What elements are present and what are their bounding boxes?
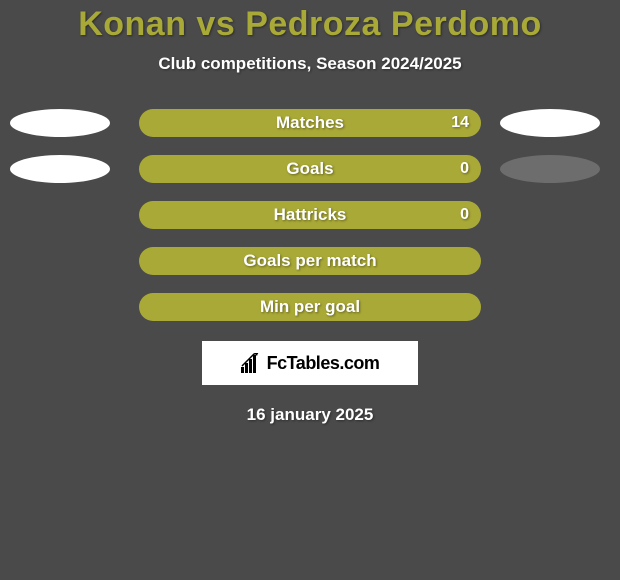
- stat-label: Hattricks: [139, 205, 481, 225]
- left-ellipse: [10, 109, 110, 137]
- stat-label: Goals per match: [139, 251, 481, 271]
- content-container: Konan vs Pedroza Perdomo Club competitio…: [0, 0, 620, 580]
- stat-bar: Min per goal: [139, 293, 481, 321]
- page-title: Konan vs Pedroza Perdomo: [0, 5, 620, 44]
- subtitle: Club competitions, Season 2024/2025: [0, 54, 620, 74]
- brand-text: FcTables.com: [267, 353, 380, 374]
- stat-bar: Hattricks 0: [139, 201, 481, 229]
- stat-row-min-per-goal: Min per goal: [0, 293, 620, 321]
- stat-row-hattricks: Hattricks 0: [0, 201, 620, 229]
- left-ellipse: [10, 155, 110, 183]
- stat-row-matches: Matches 14: [0, 109, 620, 137]
- date-label: 16 january 2025: [0, 405, 620, 425]
- stat-value-right: 0: [460, 206, 469, 224]
- stat-rows: Matches 14 Goals 0 Hattricks 0 Goals per…: [0, 109, 620, 321]
- stat-bar: Matches 14: [139, 109, 481, 137]
- chart-icon: [241, 353, 263, 373]
- stat-label: Goals: [139, 159, 481, 179]
- stat-row-goals-per-match: Goals per match: [0, 247, 620, 275]
- stat-bar: Goals 0: [139, 155, 481, 183]
- right-ellipse: [500, 109, 600, 137]
- brand-box: FcTables.com: [202, 341, 418, 385]
- stat-row-goals: Goals 0: [0, 155, 620, 183]
- stat-label: Matches: [139, 113, 481, 133]
- right-ellipse: [500, 155, 600, 183]
- stat-bar: Goals per match: [139, 247, 481, 275]
- stat-value-right: 0: [460, 160, 469, 178]
- stat-value-right: 14: [451, 114, 469, 132]
- stat-label: Min per goal: [139, 297, 481, 317]
